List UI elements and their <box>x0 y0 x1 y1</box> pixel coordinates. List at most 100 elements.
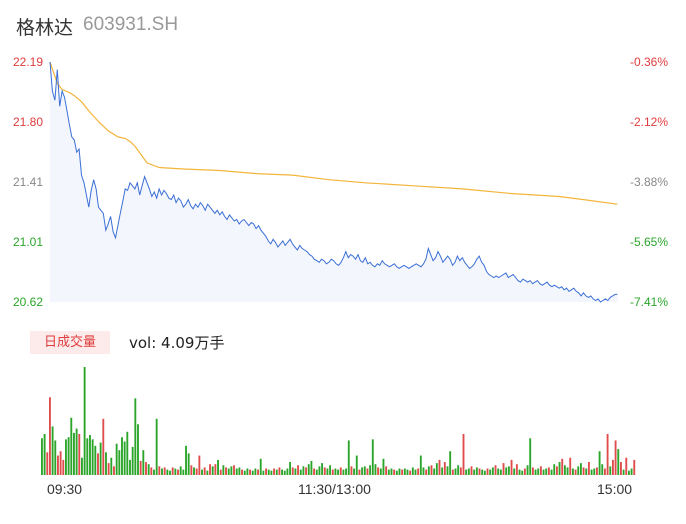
y-right-tick: -2.12% <box>630 115 669 129</box>
volume-bar <box>470 466 473 475</box>
volume-bar <box>275 469 278 475</box>
x-tick-close: 15:00 <box>597 481 633 497</box>
volume-bar <box>459 467 462 475</box>
volume-bar <box>323 467 326 475</box>
volume-bar <box>435 463 438 475</box>
volume-bar <box>347 440 350 475</box>
volume-bar <box>430 465 433 475</box>
volume-bar <box>209 464 211 475</box>
volume-bar <box>265 468 267 475</box>
volume-bar <box>246 468 249 475</box>
volume-bar <box>377 467 380 475</box>
volume-bar <box>401 469 404 475</box>
volume-bar <box>537 468 540 475</box>
volume-bar <box>219 469 222 475</box>
volume-bar <box>65 439 67 475</box>
price-area <box>50 62 618 302</box>
volume-bar <box>158 466 161 475</box>
volume-bar <box>566 467 569 475</box>
volume-bar <box>611 459 614 475</box>
volume-bar <box>406 469 409 475</box>
volume-bar <box>326 468 329 475</box>
volume-bar <box>137 424 139 475</box>
volume-bar <box>129 459 131 475</box>
y-left-tick: 22.19 <box>13 55 44 69</box>
volume-bar <box>171 467 174 475</box>
volume-bar <box>350 466 353 475</box>
volume-bar <box>409 470 412 475</box>
volume-bar <box>451 469 454 475</box>
volume-bar <box>283 470 286 475</box>
volume-bar <box>126 431 129 475</box>
volume-bar <box>553 464 556 475</box>
volume-bar <box>478 468 481 475</box>
volume-bar <box>57 455 59 475</box>
volume-bar <box>489 469 492 475</box>
volume-bar <box>54 440 57 475</box>
volume-bar <box>486 468 489 475</box>
volume-bar <box>179 466 182 475</box>
volume-bar <box>374 464 377 475</box>
volume-bar <box>558 462 561 475</box>
volume-bar <box>505 467 508 475</box>
volume-bar <box>313 468 316 475</box>
volume-bar <box>529 438 532 475</box>
volume-bar <box>225 467 227 475</box>
volume-bar <box>161 468 163 475</box>
volume-bar <box>177 469 179 475</box>
volume-bar <box>353 468 356 475</box>
volume-bar <box>449 451 452 475</box>
volume-bar <box>214 464 217 475</box>
volume-bar <box>278 467 281 475</box>
volume-bar <box>539 466 542 475</box>
volume-bar <box>49 397 51 475</box>
volume-bar <box>62 459 65 475</box>
volume-bar <box>174 468 177 475</box>
volume-bar <box>163 467 166 475</box>
price-line <box>49 61 618 303</box>
volume-bar <box>211 466 214 475</box>
volume-bar <box>259 458 262 475</box>
y-left-tick: 20.62 <box>13 295 44 309</box>
volume-bar <box>294 468 297 475</box>
volume-bar <box>233 465 235 475</box>
volume-bar <box>59 451 62 475</box>
volume-bar <box>534 469 537 475</box>
volume-bar <box>166 469 169 475</box>
volume-bar <box>206 470 209 475</box>
volume-bar <box>195 468 198 475</box>
volume-bar <box>614 440 617 475</box>
volume-bar <box>569 457 572 475</box>
volume-bar <box>467 468 470 475</box>
volume-bar <box>91 439 94 475</box>
volume-bar <box>115 443 118 475</box>
volume-bar <box>617 449 620 475</box>
volume-bar <box>390 468 393 475</box>
volume-bar <box>257 469 259 475</box>
volume-bar <box>254 468 257 475</box>
volume-bar <box>579 463 582 475</box>
volume-bar <box>366 468 369 475</box>
volume-bar <box>329 465 332 475</box>
volume-bar <box>201 469 203 475</box>
volume-bar <box>198 455 201 475</box>
volume-bar <box>305 467 308 475</box>
volume-bar <box>563 465 566 475</box>
volume-bar <box>345 468 348 475</box>
volume-bar <box>99 442 102 475</box>
volume-bar <box>251 470 254 475</box>
volume-bar <box>334 468 337 475</box>
volume-bar <box>262 470 265 475</box>
volume-bar <box>465 469 468 475</box>
volume-bar <box>241 469 243 475</box>
volume-bar <box>355 455 358 475</box>
volume-bar <box>169 470 171 475</box>
volume-bar <box>249 469 251 475</box>
volume-bar <box>286 468 289 475</box>
volume-bar <box>507 466 510 475</box>
volume-bar <box>310 460 313 475</box>
volume-bar <box>235 468 238 475</box>
volume-bar <box>289 462 292 475</box>
volume-bar <box>145 462 147 475</box>
volume-bar <box>299 469 302 475</box>
